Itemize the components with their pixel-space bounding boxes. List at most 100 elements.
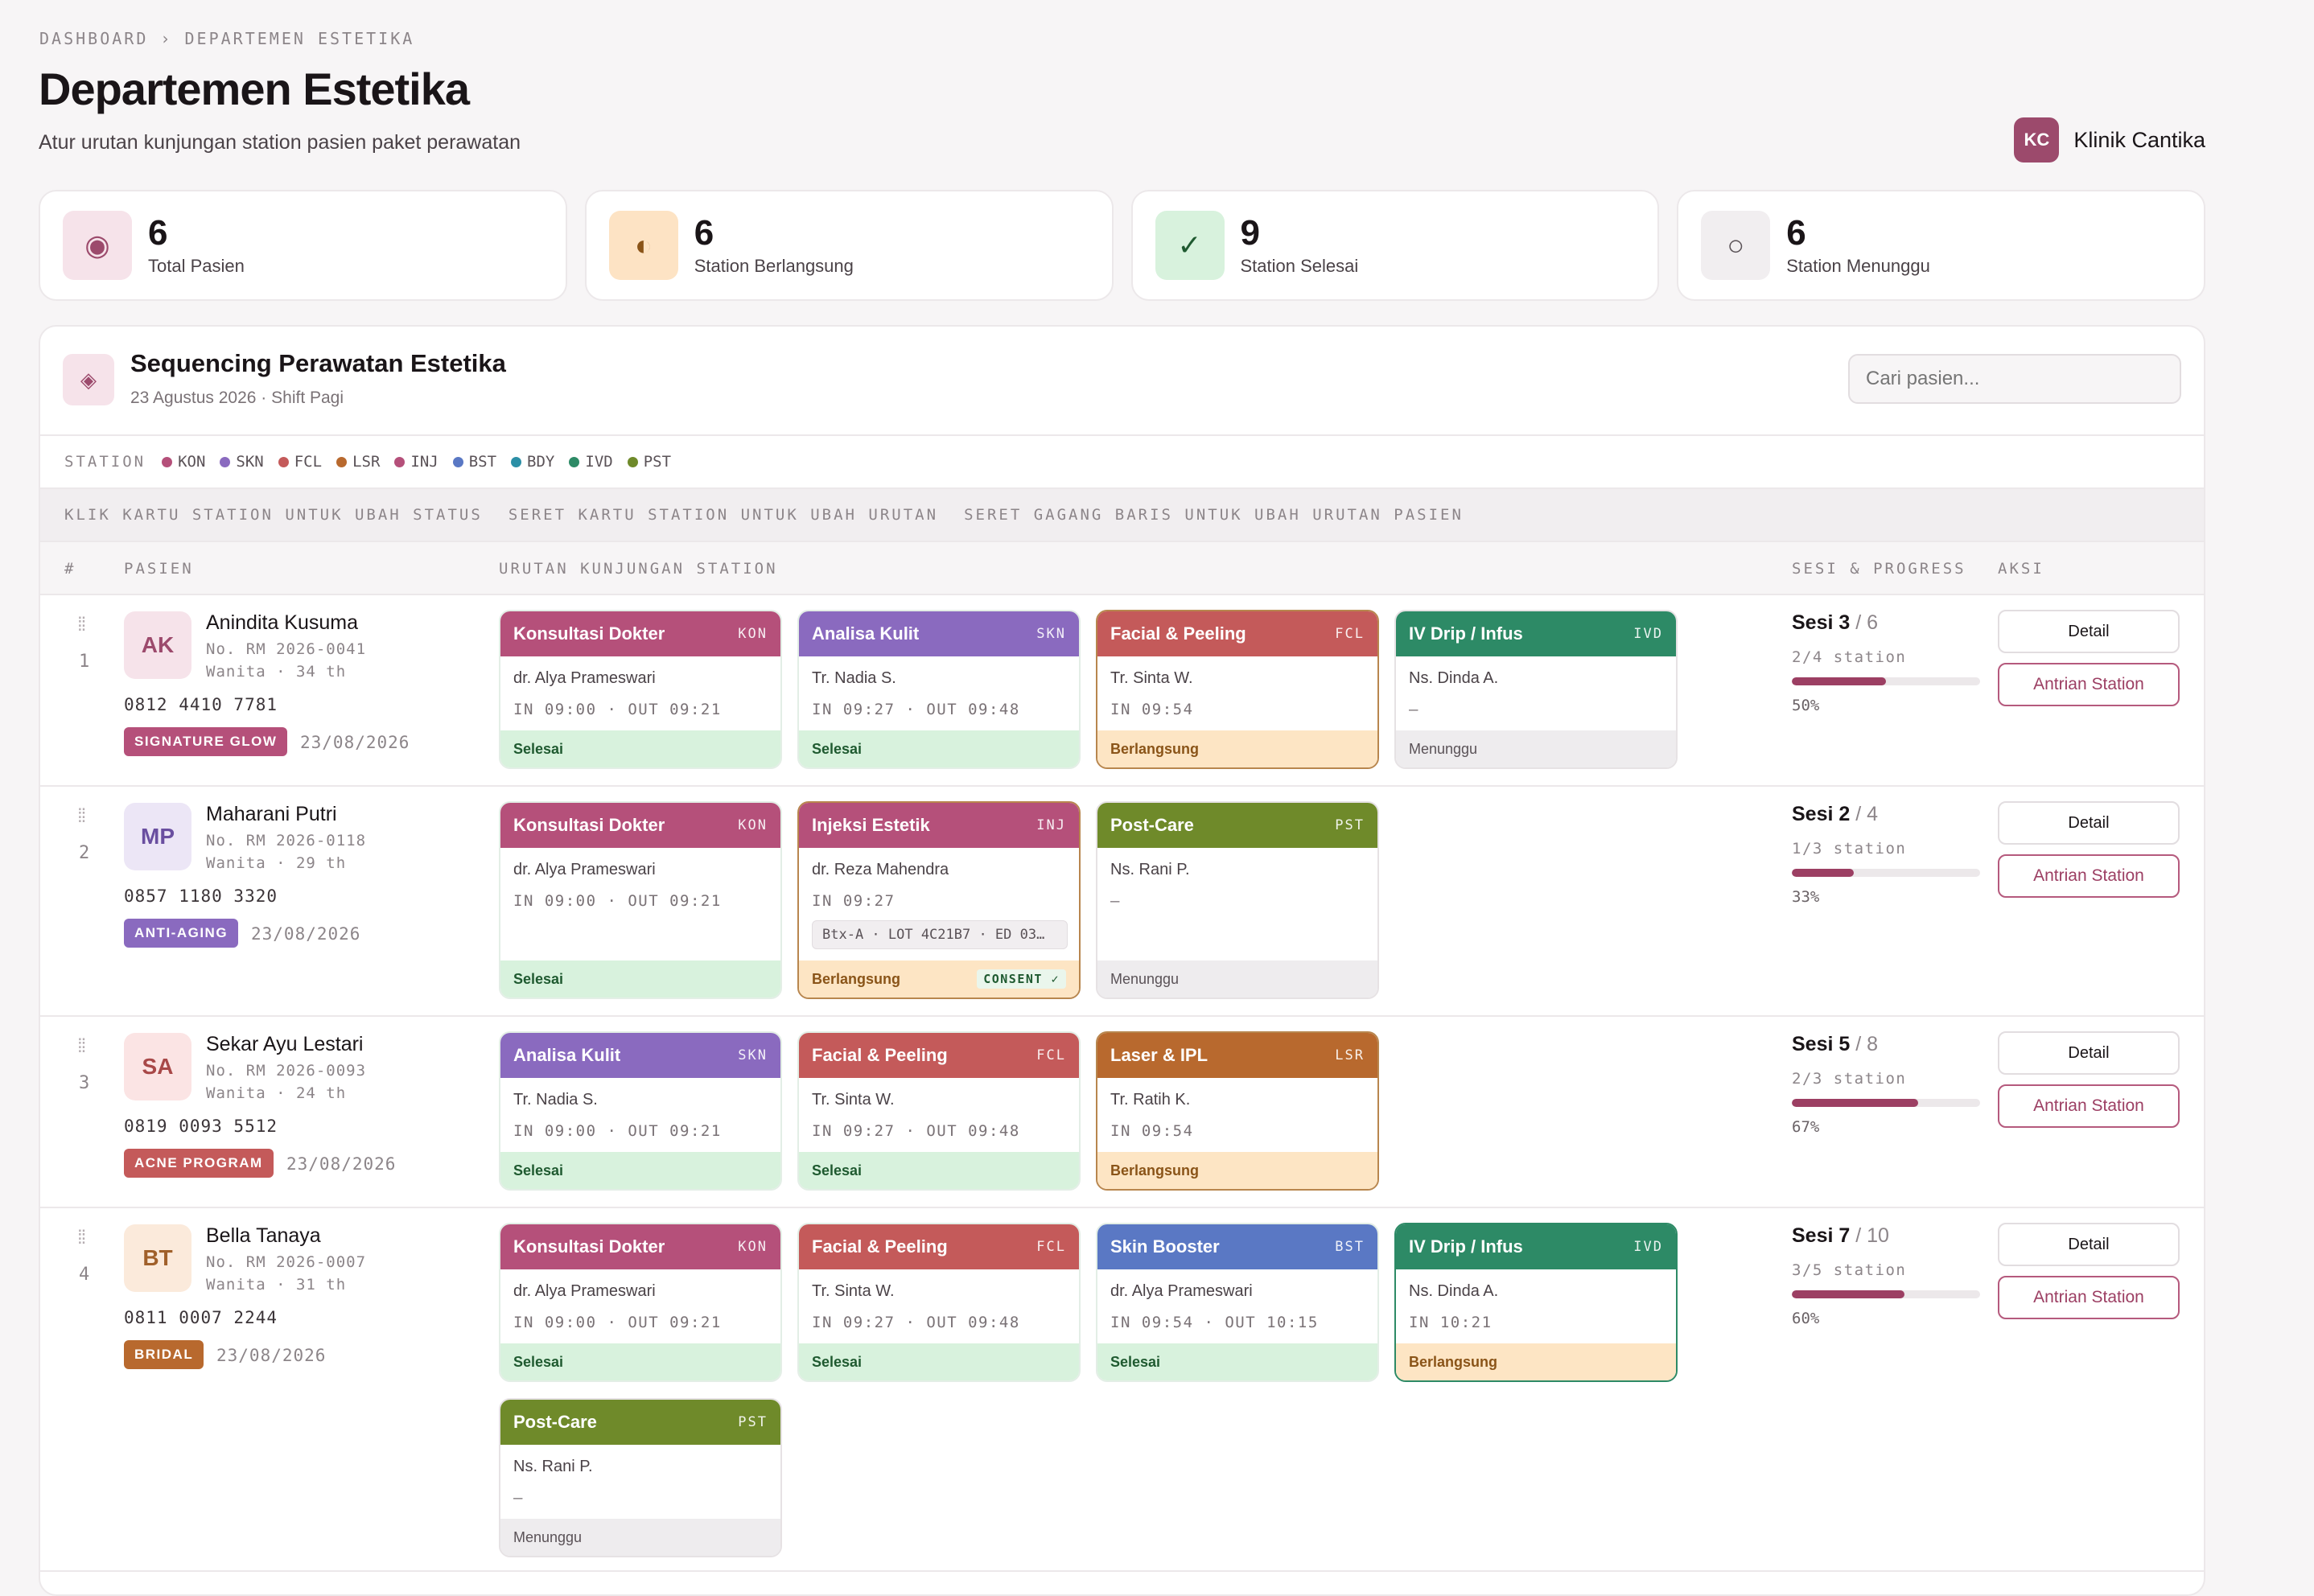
- station-code: FCL: [1036, 1239, 1066, 1255]
- station-card-kon[interactable]: Konsultasi Dokter KON dr. Alya Prameswari I…: [499, 1223, 782, 1382]
- station-status: Berlangsung: [1396, 1343, 1676, 1380]
- patient-name[interactable]: Bella Tanaya: [206, 1224, 321, 1247]
- stat-card: ◐ 6 Station Berlangsung: [584, 190, 1114, 301]
- row-number: 3: [79, 1073, 90, 1093]
- station-time: IN 09:00 · OUT 09:21: [513, 892, 722, 910]
- legend-code: SKN: [236, 453, 264, 471]
- progress-fill: [1792, 869, 1855, 877]
- queue-station-button[interactable]: Antrian Station: [1998, 854, 2180, 898]
- patient-row: ⁞⁞ 4 BT Bella Tanaya No. RM 2026-0007 Wanita …: [40, 1208, 2204, 1572]
- session-label: Sesi 7 / 10: [1792, 1224, 1889, 1248]
- station-card-pst[interactable]: Post-Care PST Ns. Rani P. — Menunggu: [499, 1398, 782, 1557]
- station-card-kon[interactable]: Konsultasi Dokter KON dr. Alya Prameswari I…: [499, 610, 782, 769]
- patient-phone: 0819 0093 5512: [124, 1117, 278, 1136]
- station-card-skn[interactable]: Analisa Kulit SKN Tr. Nadia S. IN 09:27 · O…: [797, 610, 1081, 769]
- stat-body: 6 Station Menunggu: [1786, 214, 1930, 277]
- row-number: 1: [79, 652, 90, 672]
- station-header: Konsultasi Dokter KON: [500, 1224, 780, 1269]
- legend-code: INJ: [410, 453, 439, 471]
- detail-button[interactable]: Detail: [1998, 610, 2180, 653]
- station-time: —: [1409, 701, 1419, 718]
- progress-fill: [1792, 1290, 1905, 1298]
- stats-row: ◉ 6 Total Pasien ◐ 6 Station Berlangsung ✓ 9 Sta…: [39, 190, 2205, 301]
- stat-card: ✓ 9 Station Selesai: [1130, 190, 1660, 301]
- patient-name[interactable]: Anindita Kusuma: [206, 611, 359, 634]
- station-time: IN 09:54 · OUT 10:15: [1110, 1314, 1319, 1331]
- station-status-label: Berlangsung: [1110, 740, 1200, 757]
- drag-handle-icon[interactable]: ⁞⁞: [77, 805, 86, 827]
- program-badge: SIGNATURE GLOW: [124, 727, 288, 756]
- half-circle-icon: ◐: [608, 211, 678, 280]
- col-patient: PASIEN: [124, 560, 194, 578]
- stat-value: 6: [148, 213, 168, 253]
- legend-item-fcl: FCL: [278, 453, 322, 471]
- sequencing-panel: ◈ Sequencing Perawatan Estetika 23 Agust…: [39, 325, 2205, 1596]
- station-code: FCL: [1335, 626, 1365, 642]
- queue-station-button[interactable]: Antrian Station: [1998, 1276, 2180, 1319]
- detail-button[interactable]: Detail: [1998, 801, 2180, 845]
- page-title: Departemen Estetika: [39, 64, 470, 114]
- program-badge: ACNE PROGRAM: [124, 1149, 274, 1178]
- station-progress: 1/3 station: [1792, 840, 1907, 858]
- col-session: SESI & PROGRESS: [1792, 560, 1966, 578]
- station-status: Selesai: [799, 730, 1079, 767]
- clinic-switcher[interactable]: KC Klinik Cantika: [2014, 117, 2205, 162]
- session-label: Sesi 2 / 4: [1792, 803, 1878, 826]
- station-card-fcl[interactable]: Facial & Peeling FCL Tr. Sinta W. IN 09:27 …: [797, 1223, 1081, 1382]
- station-name: Injeksi Estetik: [812, 815, 930, 835]
- station-card-inj[interactable]: Injeksi Estetik INJ dr. Reza Mahendra IN 09…: [797, 801, 1081, 999]
- detail-button[interactable]: Detail: [1998, 1223, 2180, 1266]
- patient-rm: No. RM 2026-0007: [206, 1253, 367, 1271]
- station-code: SKN: [1036, 626, 1066, 642]
- patient-name[interactable]: Maharani Putri: [206, 803, 337, 825]
- patient-rm: No. RM 2026-0118: [206, 832, 367, 849]
- drag-handle-icon[interactable]: ⁞⁞: [77, 1227, 86, 1248]
- panel-title: Sequencing Perawatan Estetika: [130, 349, 506, 377]
- check-icon: ✓: [1155, 211, 1225, 280]
- station-code: BST: [1335, 1239, 1365, 1255]
- progress-percent: 67%: [1792, 1118, 1820, 1136]
- station-name: Facial & Peeling: [812, 1045, 948, 1065]
- legend-dot: [627, 456, 638, 467]
- queue-station-button[interactable]: Antrian Station: [1998, 663, 2180, 706]
- legend-item-ivd: IVD: [569, 453, 613, 471]
- drag-handle-icon[interactable]: ⁞⁞: [77, 1035, 86, 1057]
- patient-name[interactable]: Sekar Ayu Lestari: [206, 1033, 364, 1055]
- circle-icon: ○: [1701, 211, 1771, 280]
- detail-button[interactable]: Detail: [1998, 1031, 2180, 1075]
- station-card-fcl[interactable]: Facial & Peeling FCL Tr. Sinta W. IN 09:27 …: [797, 1031, 1081, 1191]
- progress-bar: [1792, 1290, 1980, 1298]
- search-input[interactable]: [1848, 354, 2181, 404]
- session-current: Sesi 2: [1792, 803, 1851, 825]
- station-header: Facial & Peeling FCL: [1097, 611, 1377, 656]
- legend-title: STATION: [64, 453, 146, 471]
- station-status: Berlangsung: [1097, 1152, 1377, 1189]
- stat-value: 6: [694, 213, 714, 253]
- stat-label: Station Berlangsung: [694, 256, 854, 276]
- drag-handle-icon[interactable]: ⁞⁞: [77, 614, 86, 636]
- station-card-kon[interactable]: Konsultasi Dokter KON dr. Alya Prameswari I…: [499, 801, 782, 999]
- legend-code: KON: [178, 453, 206, 471]
- station-card-ivd[interactable]: IV Drip / Infus IVD Ns. Dinda A. IN 10:21 Be…: [1394, 1223, 1678, 1382]
- patient-row: ⁞⁞ 2 MP Maharani Putri No. RM 2026-0118 Wanit…: [40, 787, 2204, 1017]
- station-code: INJ: [1036, 817, 1066, 833]
- session-current: Sesi 5: [1792, 1033, 1851, 1055]
- program-badge: ANTI-AGING: [124, 919, 239, 948]
- station-card-fcl[interactable]: Facial & Peeling FCL Tr. Sinta W. IN 09:54 B…: [1096, 610, 1379, 769]
- station-card-bst[interactable]: Skin Booster BST dr. Alya Prameswari IN 09:…: [1096, 1223, 1379, 1382]
- station-card-lsr[interactable]: Laser & IPL LSR Tr. Ratih K. IN 09:54 Berlan…: [1096, 1031, 1379, 1191]
- station-card-pst[interactable]: Post-Care PST Ns. Rani P. — Menunggu: [1096, 801, 1379, 999]
- station-staff: dr. Reza Mahendra: [812, 861, 949, 878]
- legend-dot: [452, 456, 463, 467]
- station-card-skn[interactable]: Analisa Kulit SKN Tr. Nadia S. IN 09:00 · O…: [499, 1031, 782, 1191]
- queue-station-button[interactable]: Antrian Station: [1998, 1084, 2180, 1128]
- stat-value: 9: [1240, 213, 1260, 253]
- session-total: / 4: [1855, 803, 1879, 825]
- station-card-ivd[interactable]: IV Drip / Infus IVD Ns. Dinda A. — Menunggu: [1394, 610, 1678, 769]
- station-status-label: Berlangsung: [812, 970, 901, 987]
- station-staff: Tr. Sinta W.: [812, 1091, 895, 1109]
- patient-phone: 0857 1180 3320: [124, 886, 278, 906]
- hint-bar: KLIK KARTU STATION UNTUK UBAH STATUS SERE…: [40, 489, 2204, 542]
- station-code: KON: [738, 626, 768, 642]
